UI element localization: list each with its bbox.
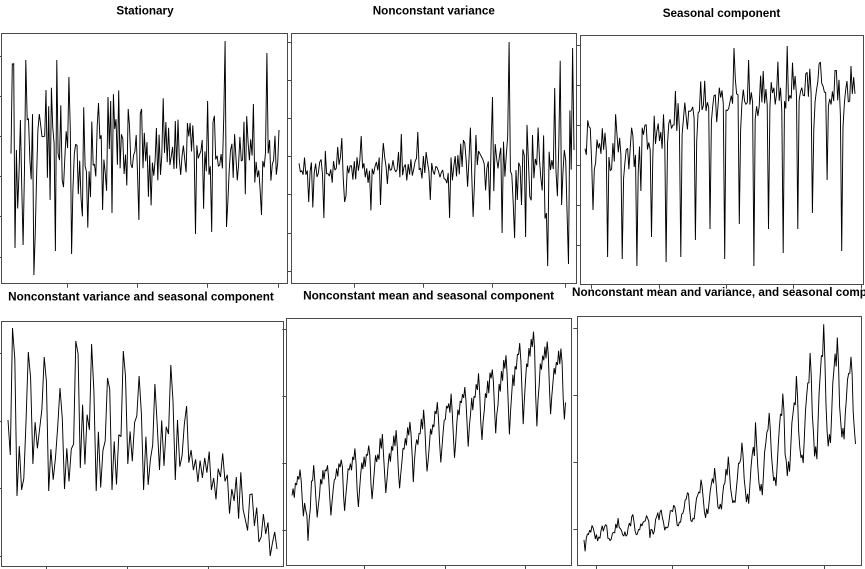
svg-text:Seasonal component: Seasonal component <box>663 7 781 20</box>
svg-text:Nonconstant variance and seaso: Nonconstant variance and seasonal compon… <box>8 291 274 304</box>
svg-text:Stationary: Stationary <box>116 5 174 18</box>
svg-text:Nonconstant variance: Nonconstant variance <box>373 5 496 18</box>
svg-text:Nonconstant mean and seasonal: Nonconstant mean and seasonal component <box>303 288 554 302</box>
svg-text:Nonconstant mean and variance,: Nonconstant mean and variance, and seaso… <box>572 286 865 299</box>
